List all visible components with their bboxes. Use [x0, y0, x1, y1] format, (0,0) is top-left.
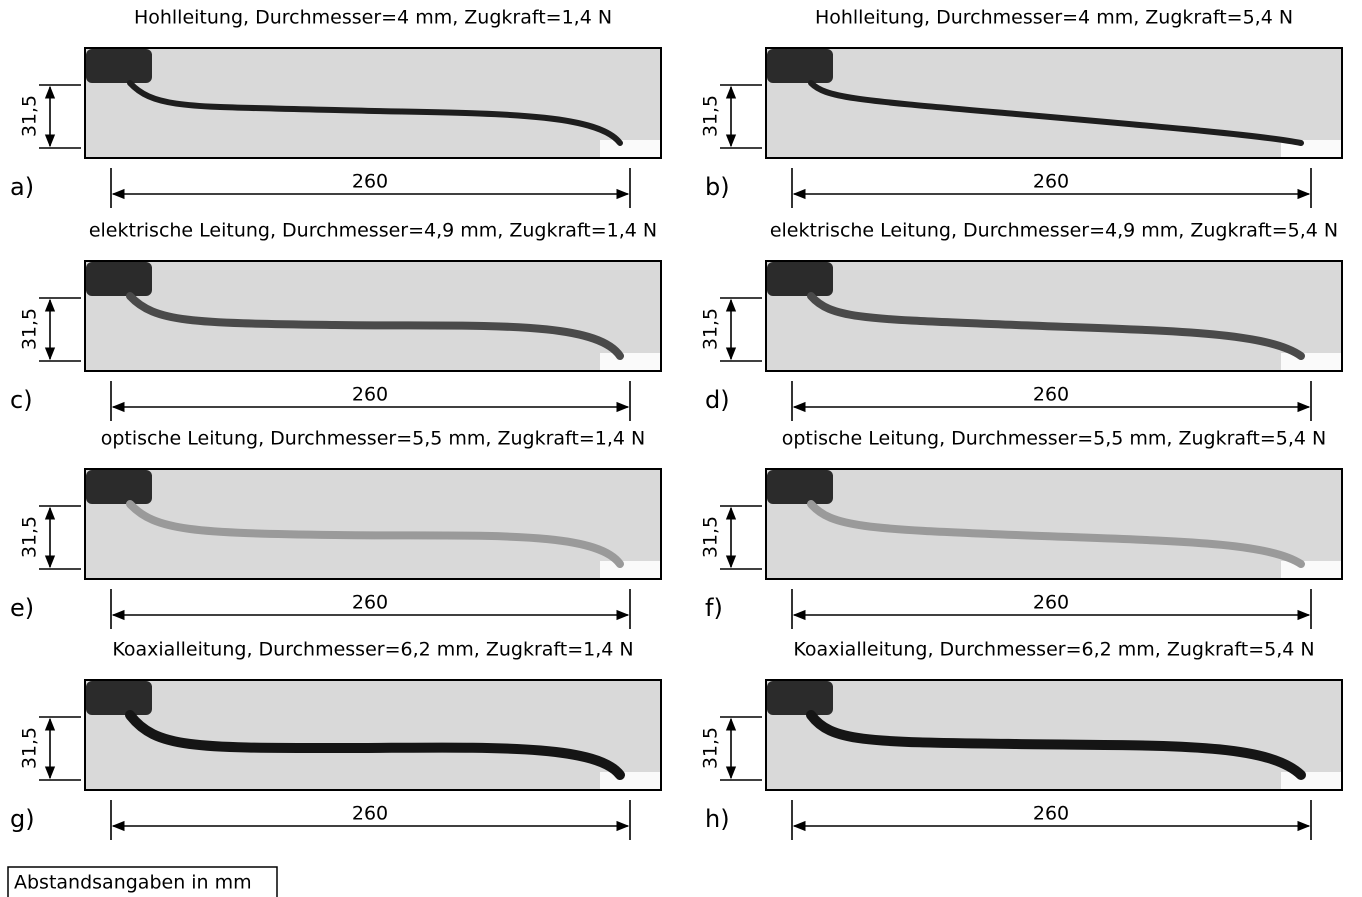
height-label: 31,5	[19, 308, 41, 350]
clamp	[86, 681, 152, 715]
clamp	[767, 470, 833, 504]
panel: optische Leitung, Durchmesser=5,5 mm, Zu…	[700, 428, 1343, 629]
cable	[808, 80, 1304, 146]
height-label: 31,5	[19, 95, 41, 137]
panel: Koaxialleitung, Durchmesser=6,2 mm, Zugk…	[700, 639, 1343, 840]
height-label: 31,5	[700, 727, 722, 769]
panel-title: optische Leitung, Durchmesser=5,5 mm, Zu…	[782, 428, 1327, 450]
cable	[807, 292, 1305, 360]
clamp	[86, 262, 152, 296]
height-label: 31,5	[19, 727, 41, 769]
clamp	[86, 470, 152, 504]
width-label: 260	[352, 592, 388, 614]
height-label: 31,5	[700, 95, 722, 137]
cable	[806, 710, 1306, 780]
end-block	[600, 561, 660, 578]
panel-title: elektrische Leitung, Durchmesser=4,9 mm,…	[770, 220, 1338, 242]
panel-title: Koaxialleitung, Durchmesser=6,2 mm, Zugk…	[112, 639, 633, 661]
panel-label: f)	[705, 594, 723, 622]
panel: Hohlleitung, Durchmesser=4 mm, Zugkraft=…	[700, 7, 1343, 208]
clamp	[86, 49, 152, 83]
panel-label: b)	[705, 173, 730, 201]
clamp	[767, 681, 833, 715]
cable	[126, 500, 624, 568]
width-label: 260	[352, 171, 388, 193]
end-block	[600, 772, 660, 789]
panel-label: d)	[705, 386, 730, 414]
photo	[765, 47, 1343, 159]
panel: Hohlleitung, Durchmesser=4 mm, Zugkraft=…	[10, 7, 662, 208]
panel-label: c)	[10, 386, 33, 414]
height-label: 31,5	[700, 308, 722, 350]
width-label: 260	[1033, 803, 1069, 825]
panel-title: Koaxialleitung, Durchmesser=6,2 mm, Zugk…	[793, 639, 1314, 661]
end-block	[600, 353, 660, 370]
cable	[126, 292, 624, 360]
width-label: 260	[1033, 171, 1069, 193]
photo	[84, 679, 662, 791]
note-box	[7, 866, 278, 897]
panel-title: elektrische Leitung, Durchmesser=4,9 mm,…	[89, 220, 657, 242]
end-block	[1281, 772, 1341, 789]
note: Abstandsangaben in mm	[14, 872, 252, 894]
clamp	[767, 49, 833, 83]
panel-label: e)	[10, 594, 34, 622]
clamp	[767, 262, 833, 296]
panel: Koaxialleitung, Durchmesser=6,2 mm, Zugk…	[10, 639, 662, 840]
height-label: 31,5	[700, 516, 722, 558]
width-label: 260	[1033, 592, 1069, 614]
panel: elektrische Leitung, Durchmesser=4,9 mm,…	[700, 220, 1343, 421]
photo	[84, 468, 662, 580]
end-block	[1281, 561, 1341, 578]
panel-label: g)	[10, 805, 35, 833]
panel: elektrische Leitung, Durchmesser=4,9 mm,…	[10, 220, 662, 421]
panel-label: a)	[10, 173, 34, 201]
height-label: 31,5	[19, 516, 41, 558]
cable	[807, 500, 1305, 568]
panel-title: Hohlleitung, Durchmesser=4 mm, Zugkraft=…	[815, 7, 1293, 29]
cable	[125, 710, 625, 780]
cable	[127, 80, 623, 146]
width-label: 260	[1033, 384, 1069, 406]
panel-title: Hohlleitung, Durchmesser=4 mm, Zugkraft=…	[134, 7, 612, 29]
end-block	[600, 140, 660, 157]
end-block	[1281, 353, 1341, 370]
width-label: 260	[352, 384, 388, 406]
width-label: 260	[352, 803, 388, 825]
panel: optische Leitung, Durchmesser=5,5 mm, Zu…	[10, 428, 662, 629]
panel-title: optische Leitung, Durchmesser=5,5 mm, Zu…	[101, 428, 646, 450]
panel-label: h)	[705, 805, 730, 833]
